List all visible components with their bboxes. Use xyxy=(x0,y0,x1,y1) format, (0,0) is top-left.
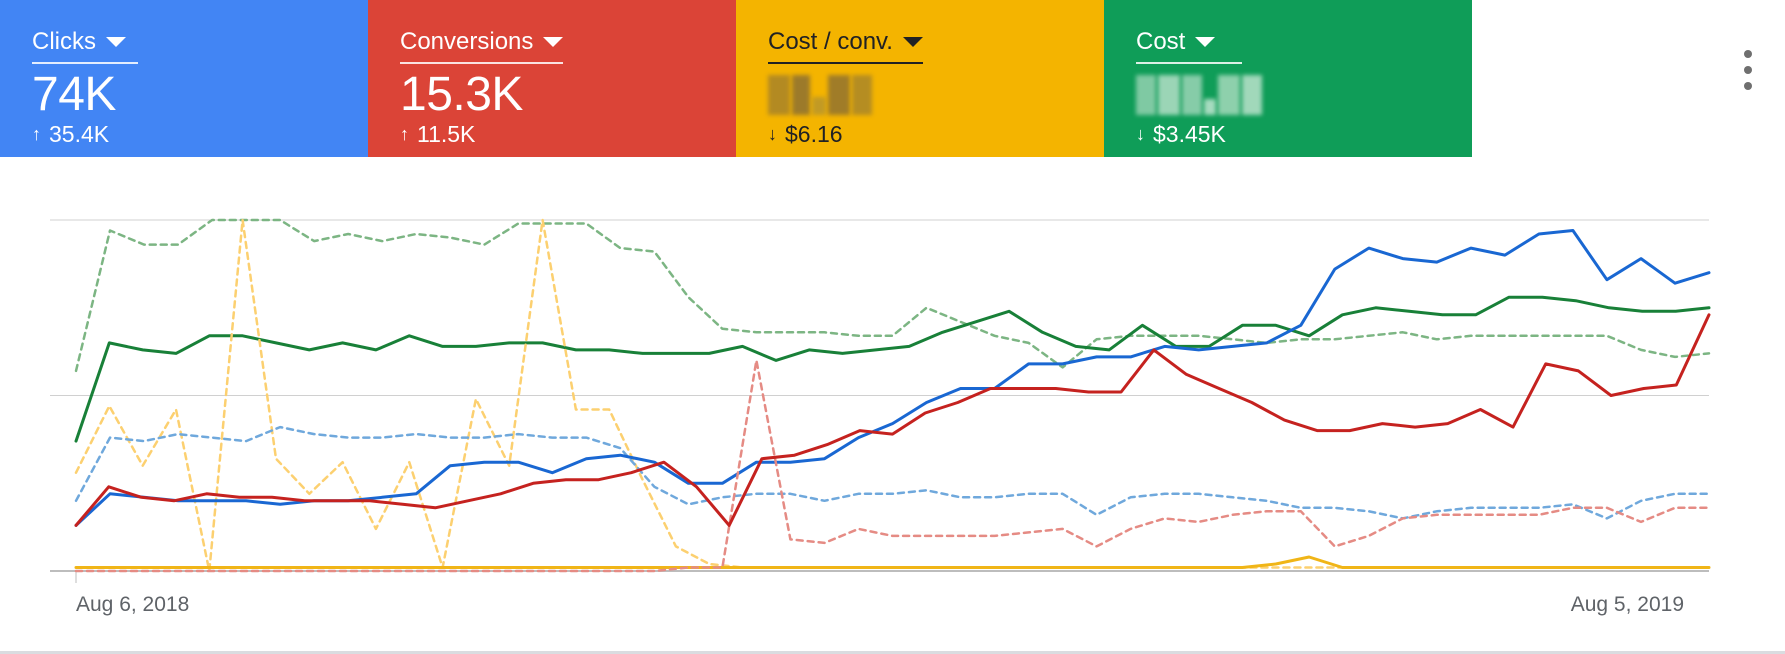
arrow-down-icon: ↓ xyxy=(768,124,777,144)
scorecard-cost-per-conv-title[interactable]: Cost / conv. xyxy=(768,28,923,64)
scorecard-cost-delta-value: $3.45K xyxy=(1153,121,1226,147)
scorecard-conversions-value: 15.3K xyxy=(400,68,523,121)
series-line-2 xyxy=(74,295,1711,443)
scorecard-clicks-value: 74K xyxy=(32,68,116,121)
series-line-7 xyxy=(74,359,1711,573)
series-line-5 xyxy=(74,425,1711,520)
scorecard-cost[interactable]: Cost ↓ $3.45K xyxy=(1104,0,1472,157)
arrow-up-icon: ↑ xyxy=(400,124,409,144)
chart-series xyxy=(74,218,1711,573)
scorecard-cost-per-conv[interactable]: Cost / conv. ↓ $6.16 xyxy=(736,0,1104,157)
x-axis-end-label: Aug 5, 2019 xyxy=(1571,593,1684,616)
caret-down-icon xyxy=(543,37,564,47)
chart-gridlines xyxy=(50,219,1709,583)
arrow-down-icon: ↓ xyxy=(1136,124,1145,144)
more-dot xyxy=(1744,50,1752,58)
more-dot xyxy=(1744,66,1752,74)
scorecard-clicks-delta-value: 35.4K xyxy=(49,121,110,147)
scorecard-cost-per-conv-delta-value: $6.16 xyxy=(785,121,843,147)
scorecard-conversions-title[interactable]: Conversions xyxy=(400,28,564,64)
scorecard-clicks-label: Clicks xyxy=(32,28,96,55)
scorecard-cost-value-obscured xyxy=(1136,72,1472,118)
scorecard-clicks[interactable]: Clicks 74K ↑ 35.4K xyxy=(0,0,368,157)
scorecard-cost-label: Cost xyxy=(1136,28,1186,55)
series-line-4 xyxy=(74,555,1711,569)
series-line-8 xyxy=(74,313,1711,527)
caret-down-icon xyxy=(106,37,126,47)
scorecard-cost-per-conv-value-obscured xyxy=(768,72,1104,118)
bottom-divider xyxy=(0,651,1785,654)
caret-down-icon xyxy=(1195,37,1216,47)
scorecard-cost-title[interactable]: Cost xyxy=(1136,28,1242,64)
x-axis-start-label: Aug 6, 2018 xyxy=(76,593,189,616)
scorecard-cost-per-conv-label: Cost / conv. xyxy=(768,28,893,55)
caret-down-icon xyxy=(902,37,923,47)
more-vert-icon[interactable] xyxy=(1736,48,1760,92)
scorecard-clicks-delta: ↑ 35.4K xyxy=(32,122,368,146)
series-line-1 xyxy=(74,218,1711,373)
scorecard-conversions[interactable]: Conversions 15.3K ↑ 11.5K xyxy=(368,0,736,157)
arrow-up-icon: ↑ xyxy=(32,124,41,144)
scorecard-conversions-delta: ↑ 11.5K xyxy=(400,122,736,146)
scorecard-cost-delta: ↓ $3.45K xyxy=(1136,122,1472,146)
scorecard-conversions-label: Conversions xyxy=(400,28,534,55)
scorecard-clicks-title[interactable]: Clicks xyxy=(32,28,138,64)
series-line-6 xyxy=(74,229,1711,527)
more-dot xyxy=(1744,82,1752,90)
scorecard-cost-per-conv-delta: ↓ $6.16 xyxy=(768,122,1104,146)
scorecard-conversions-delta-value: 11.5K xyxy=(417,121,476,147)
scorecard-row: Clicks 74K ↑ 35.4K Conversions 15.3K ↑ 1… xyxy=(0,0,1472,157)
